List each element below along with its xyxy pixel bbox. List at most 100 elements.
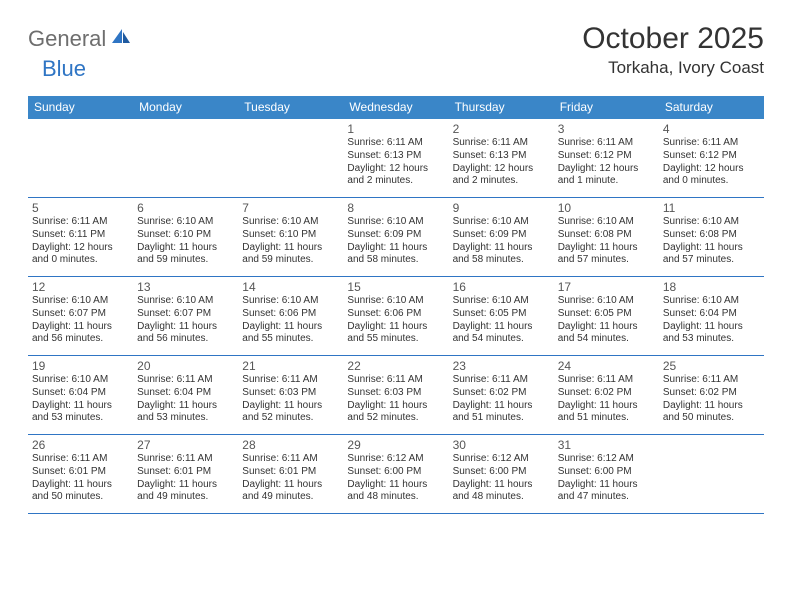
day-cell: 9Sunrise: 6:10 AMSunset: 6:09 PMDaylight… (449, 198, 554, 276)
day-detail-line: and 52 minutes. (242, 412, 339, 425)
day-detail-line: and 52 minutes. (347, 412, 444, 425)
day-detail-line: Sunset: 6:10 PM (137, 229, 234, 242)
day-number: 25 (663, 359, 760, 373)
day-cell: 10Sunrise: 6:10 AMSunset: 6:08 PMDayligh… (554, 198, 659, 276)
brand-logo: General (28, 22, 134, 52)
day-detail-line: Daylight: 11 hours (453, 400, 550, 413)
day-cell: 7Sunrise: 6:10 AMSunset: 6:10 PMDaylight… (238, 198, 343, 276)
day-detail-line: and 0 minutes. (32, 254, 129, 267)
day-detail-line: Sunrise: 6:11 AM (558, 374, 655, 387)
day-detail-line: Sunrise: 6:10 AM (663, 216, 760, 229)
day-detail-line: Sunset: 6:05 PM (558, 308, 655, 321)
day-cell: 15Sunrise: 6:10 AMSunset: 6:06 PMDayligh… (343, 277, 448, 355)
day-detail-line: Daylight: 11 hours (137, 400, 234, 413)
day-number: 14 (242, 280, 339, 294)
day-cell: 12Sunrise: 6:10 AMSunset: 6:07 PMDayligh… (28, 277, 133, 355)
day-detail-line: and 50 minutes. (663, 412, 760, 425)
day-detail-line: Daylight: 12 hours (347, 163, 444, 176)
day-detail-line: Sunset: 6:01 PM (137, 466, 234, 479)
day-number: 2 (453, 122, 550, 136)
day-detail-line: Sunrise: 6:11 AM (453, 137, 550, 150)
day-detail-line: Sunset: 6:04 PM (32, 387, 129, 400)
day-detail-line: Sunrise: 6:10 AM (453, 216, 550, 229)
day-number: 6 (137, 201, 234, 215)
day-cell: 16Sunrise: 6:10 AMSunset: 6:05 PMDayligh… (449, 277, 554, 355)
day-number: 16 (453, 280, 550, 294)
day-detail-line: Daylight: 12 hours (558, 163, 655, 176)
day-number: 31 (558, 438, 655, 452)
day-cell: 3Sunrise: 6:11 AMSunset: 6:12 PMDaylight… (554, 119, 659, 197)
day-detail-line: Sunset: 6:02 PM (663, 387, 760, 400)
day-detail-line: Sunset: 6:07 PM (32, 308, 129, 321)
day-number: 20 (137, 359, 234, 373)
day-detail-line: Sunset: 6:03 PM (242, 387, 339, 400)
weekday-header: Saturday (659, 96, 764, 119)
day-cell: 24Sunrise: 6:11 AMSunset: 6:02 PMDayligh… (554, 356, 659, 434)
day-number: 9 (453, 201, 550, 215)
day-detail-line: and 53 minutes. (137, 412, 234, 425)
weekday-header: Friday (554, 96, 659, 119)
day-detail-line: and 57 minutes. (663, 254, 760, 267)
day-cell: 19Sunrise: 6:10 AMSunset: 6:04 PMDayligh… (28, 356, 133, 434)
day-cell: 26Sunrise: 6:11 AMSunset: 6:01 PMDayligh… (28, 435, 133, 513)
day-detail-line: Sunrise: 6:11 AM (663, 137, 760, 150)
day-detail-line: and 54 minutes. (453, 333, 550, 346)
day-number: 11 (663, 201, 760, 215)
day-cell: 28Sunrise: 6:11 AMSunset: 6:01 PMDayligh… (238, 435, 343, 513)
day-detail-line: and 59 minutes. (242, 254, 339, 267)
weekday-header: Monday (133, 96, 238, 119)
day-number: 29 (347, 438, 444, 452)
day-detail-line: Sunset: 6:06 PM (347, 308, 444, 321)
day-cell: 13Sunrise: 6:10 AMSunset: 6:07 PMDayligh… (133, 277, 238, 355)
day-cell: 29Sunrise: 6:12 AMSunset: 6:00 PMDayligh… (343, 435, 448, 513)
day-detail-line: Sunrise: 6:12 AM (347, 453, 444, 466)
day-detail-line: Sunset: 6:09 PM (347, 229, 444, 242)
day-cell: 25Sunrise: 6:11 AMSunset: 6:02 PMDayligh… (659, 356, 764, 434)
day-number: 7 (242, 201, 339, 215)
day-detail-line: and 2 minutes. (347, 175, 444, 188)
day-detail-line: Daylight: 11 hours (137, 321, 234, 334)
day-detail-line: Sunrise: 6:10 AM (242, 216, 339, 229)
day-number: 5 (32, 201, 129, 215)
day-detail-line: Daylight: 12 hours (453, 163, 550, 176)
day-detail-line: Daylight: 11 hours (32, 321, 129, 334)
day-detail-line: Daylight: 11 hours (32, 400, 129, 413)
day-cell: 2Sunrise: 6:11 AMSunset: 6:13 PMDaylight… (449, 119, 554, 197)
day-detail-line: Sunset: 6:11 PM (32, 229, 129, 242)
day-number: 1 (347, 122, 444, 136)
week-row: 19Sunrise: 6:10 AMSunset: 6:04 PMDayligh… (28, 356, 764, 435)
day-cell: 4Sunrise: 6:11 AMSunset: 6:12 PMDaylight… (659, 119, 764, 197)
day-number: 3 (558, 122, 655, 136)
day-detail-line: Sunrise: 6:11 AM (137, 374, 234, 387)
weeks-container: 1Sunrise: 6:11 AMSunset: 6:13 PMDaylight… (28, 119, 764, 514)
day-detail-line: and 51 minutes. (558, 412, 655, 425)
day-cell: 8Sunrise: 6:10 AMSunset: 6:09 PMDaylight… (343, 198, 448, 276)
day-detail-line: Daylight: 12 hours (663, 163, 760, 176)
day-cell: 31Sunrise: 6:12 AMSunset: 6:00 PMDayligh… (554, 435, 659, 513)
day-detail-line: Daylight: 11 hours (137, 242, 234, 255)
day-detail-line: Daylight: 11 hours (663, 242, 760, 255)
day-detail-line: Sunrise: 6:10 AM (137, 295, 234, 308)
day-detail-line: and 54 minutes. (558, 333, 655, 346)
day-detail-line: Sunrise: 6:10 AM (137, 216, 234, 229)
day-detail-line: and 55 minutes. (242, 333, 339, 346)
day-detail-line: and 48 minutes. (347, 491, 444, 504)
day-detail-line: Sunrise: 6:10 AM (663, 295, 760, 308)
day-cell: 23Sunrise: 6:11 AMSunset: 6:02 PMDayligh… (449, 356, 554, 434)
day-number: 28 (242, 438, 339, 452)
day-cell: 27Sunrise: 6:11 AMSunset: 6:01 PMDayligh… (133, 435, 238, 513)
day-detail-line: Daylight: 11 hours (242, 400, 339, 413)
day-detail-line: Sunrise: 6:12 AM (558, 453, 655, 466)
day-detail-line: and 59 minutes. (137, 254, 234, 267)
day-cell: 5Sunrise: 6:11 AMSunset: 6:11 PMDaylight… (28, 198, 133, 276)
day-detail-line: Daylight: 12 hours (32, 242, 129, 255)
day-detail-line: Sunset: 6:01 PM (32, 466, 129, 479)
day-detail-line: Sunrise: 6:10 AM (32, 374, 129, 387)
sail-icon (110, 28, 132, 51)
day-detail-line: Sunrise: 6:10 AM (347, 216, 444, 229)
day-number: 30 (453, 438, 550, 452)
day-detail-line: Daylight: 11 hours (32, 479, 129, 492)
day-cell: 18Sunrise: 6:10 AMSunset: 6:04 PMDayligh… (659, 277, 764, 355)
day-detail-line: and 57 minutes. (558, 254, 655, 267)
day-detail-line: Daylight: 11 hours (453, 479, 550, 492)
